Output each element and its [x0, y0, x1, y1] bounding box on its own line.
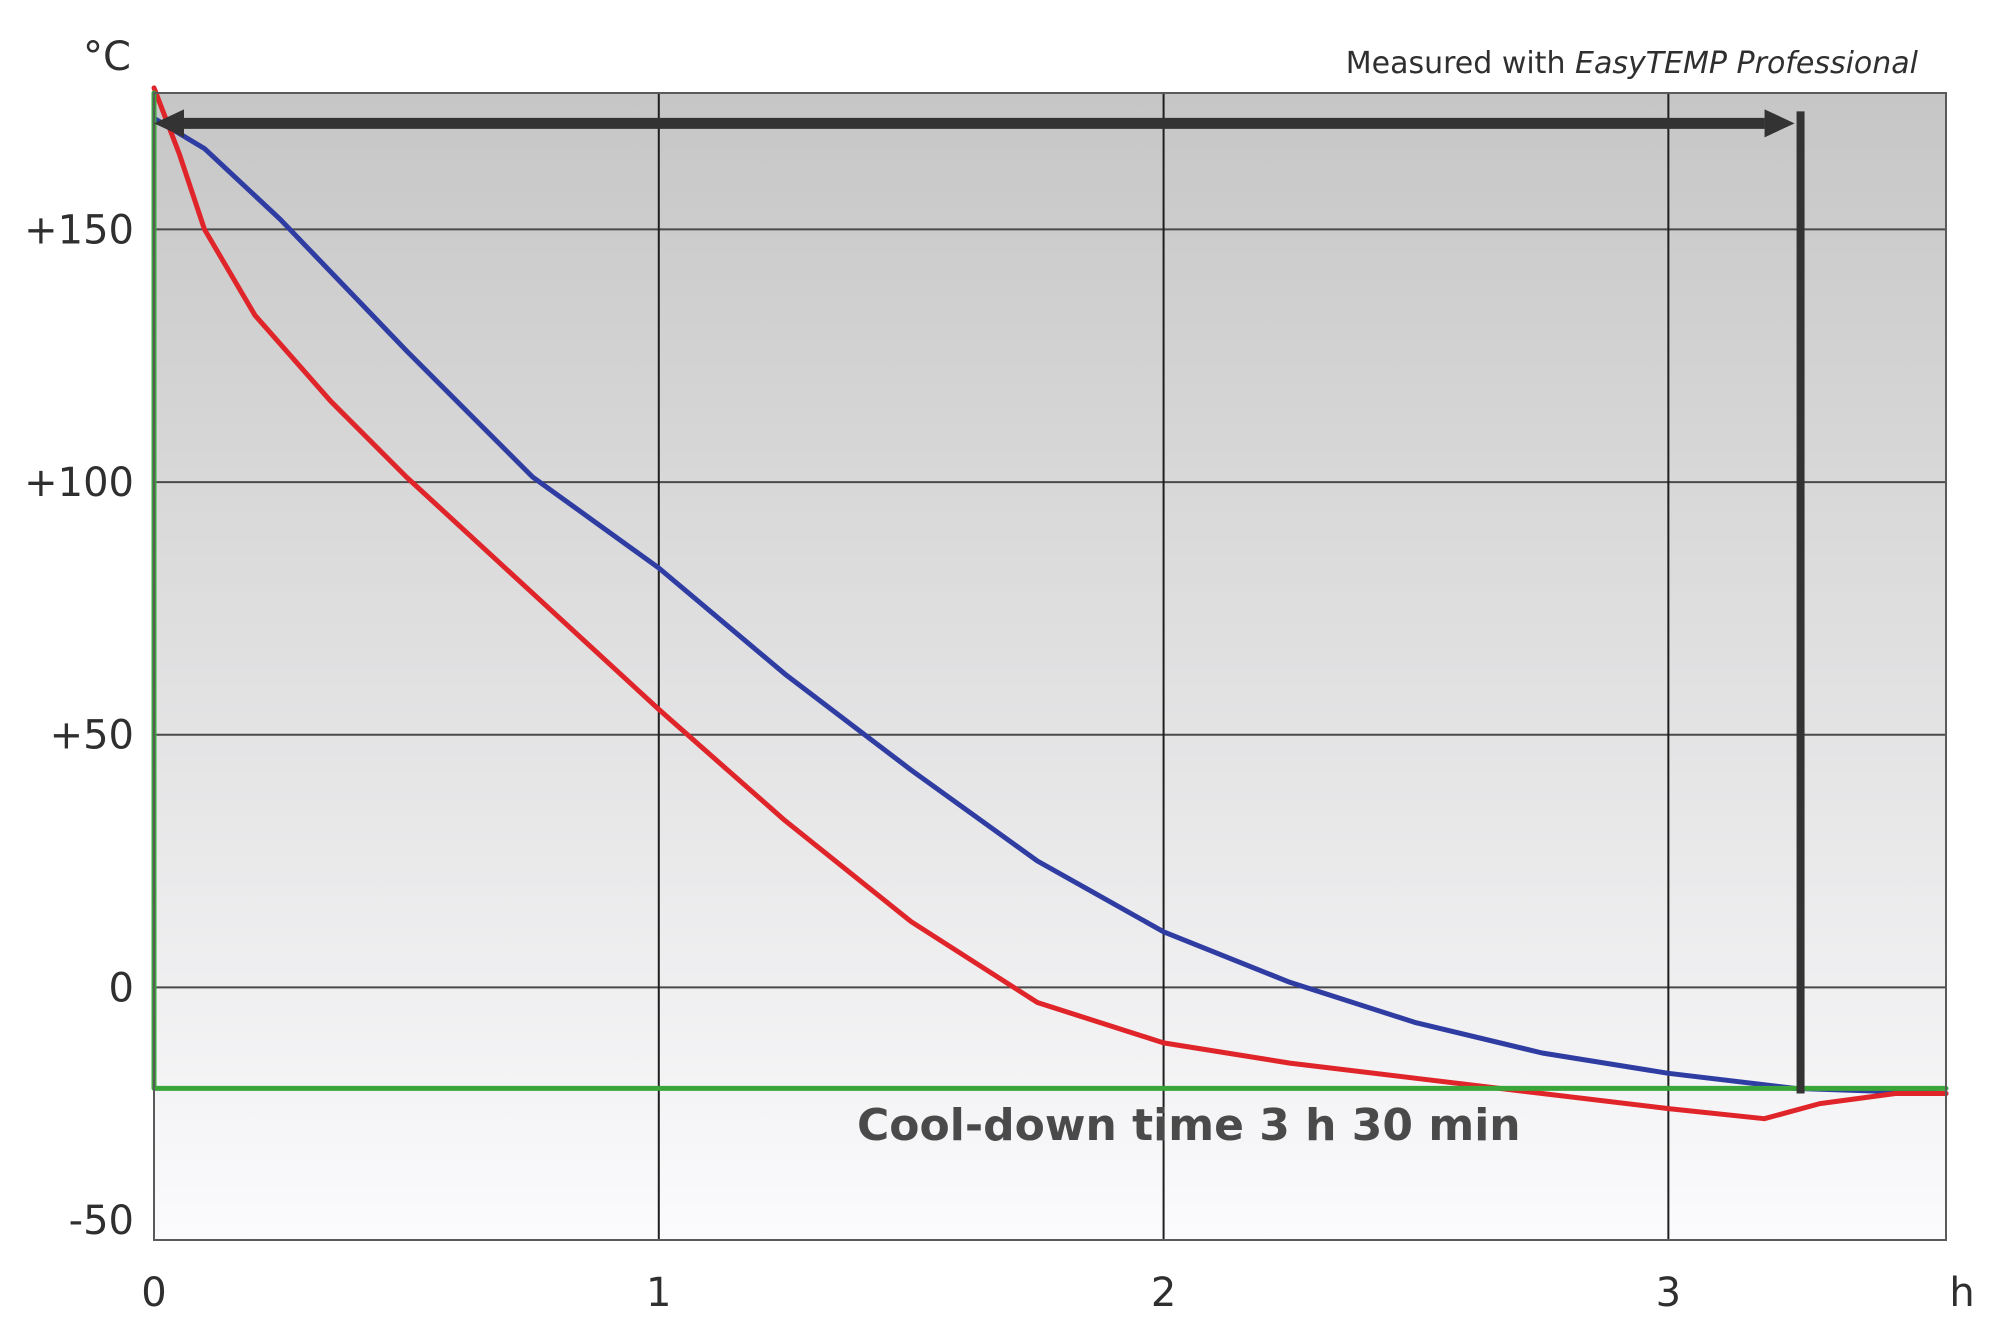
- cooldown-time-label: Cool-down time 3 h 30 min: [857, 1100, 1521, 1151]
- y-tick-label: 0: [109, 965, 134, 1011]
- y-tick-label: -50: [69, 1198, 134, 1244]
- x-tick-label: 3: [1656, 1270, 1681, 1316]
- credit-product: EasyTEMP Professional: [1575, 46, 1919, 81]
- plot-border: [153, 92, 1947, 1241]
- credit-prefix: Measured with: [1346, 46, 1575, 81]
- x-tick-label: 2: [1151, 1270, 1176, 1316]
- measurement-credit: Measured with EasyTEMP Professional: [1346, 46, 1919, 81]
- series-line-2: [151, 85, 1949, 1122]
- annotation-layer: Cool-down time 3 h 30 min: [154, 109, 1805, 1151]
- series-line-1: [151, 115, 1949, 1096]
- y-tick-label: +100: [24, 460, 134, 506]
- tick-labels: +150+100+500-500 1 2 3: [24, 207, 1681, 1316]
- plot-background: [154, 93, 1946, 1240]
- grid-lines: [154, 93, 1946, 1240]
- y-tick-label: +50: [50, 713, 134, 759]
- x-tick-label: 1: [646, 1270, 671, 1316]
- x-tick-label: 0: [141, 1270, 166, 1316]
- y-tick-label: +150: [24, 207, 134, 253]
- cooldown-arrow-head-left: [154, 109, 184, 138]
- x-unit-label: h: [1949, 1270, 1974, 1316]
- y-unit-label: °C: [83, 34, 131, 80]
- cooldown-arrow-head-right: [1764, 109, 1795, 138]
